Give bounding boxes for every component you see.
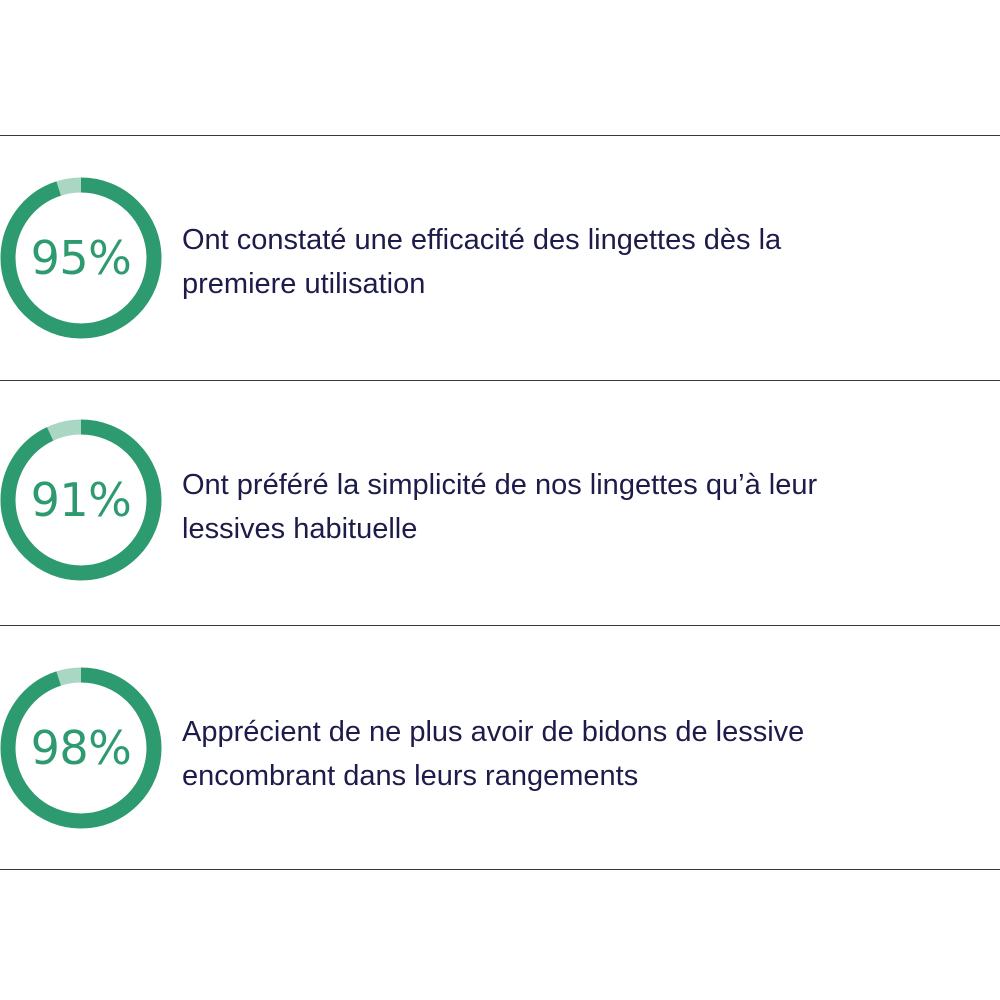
stat-description-line2: lessives habituelle bbox=[182, 513, 418, 545]
stat-description: Ont constaté une efficacité des lingette… bbox=[182, 218, 942, 306]
stat-description: Apprécient de ne plus avoir de bidons de… bbox=[182, 710, 942, 798]
stat-description-line1: Apprécient de ne plus avoir de bidons de… bbox=[182, 716, 805, 748]
stat-row-1: 95% Ont constaté une efficacité des ling… bbox=[0, 136, 1000, 380]
stat-description: Ont préféré la simplicité de nos lingett… bbox=[182, 463, 942, 551]
progress-ring-graphic bbox=[0, 419, 162, 581]
progress-ring-3: 98% bbox=[0, 667, 162, 829]
divider-2 bbox=[0, 625, 1000, 626]
percentage-value: 91% bbox=[30, 473, 132, 527]
progress-ring-2: 91% bbox=[0, 419, 162, 581]
stat-row-3: 98% Apprécient de ne plus avoir de bidon… bbox=[0, 626, 1000, 870]
stat-description-line2: encombrant dans leurs rangements bbox=[182, 760, 639, 792]
progress-ring-graphic bbox=[0, 667, 162, 829]
divider-top bbox=[0, 135, 1000, 136]
divider-1 bbox=[0, 380, 1000, 381]
progress-ring-graphic bbox=[0, 177, 162, 339]
stat-row-2: 91% Ont préféré la simplicité de nos lin… bbox=[0, 381, 1000, 625]
progress-ring-1: 95% bbox=[0, 177, 162, 339]
percentage-value: 95% bbox=[30, 231, 132, 285]
stat-description-line2: premiere utilisation bbox=[182, 268, 426, 300]
percentage-value: 98% bbox=[30, 721, 132, 775]
stat-description-line1: Ont préféré la simplicité de nos lingett… bbox=[182, 469, 818, 501]
stat-description-line1: Ont constaté une efficacité des lingette… bbox=[182, 224, 782, 256]
divider-bottom bbox=[0, 869, 1000, 870]
